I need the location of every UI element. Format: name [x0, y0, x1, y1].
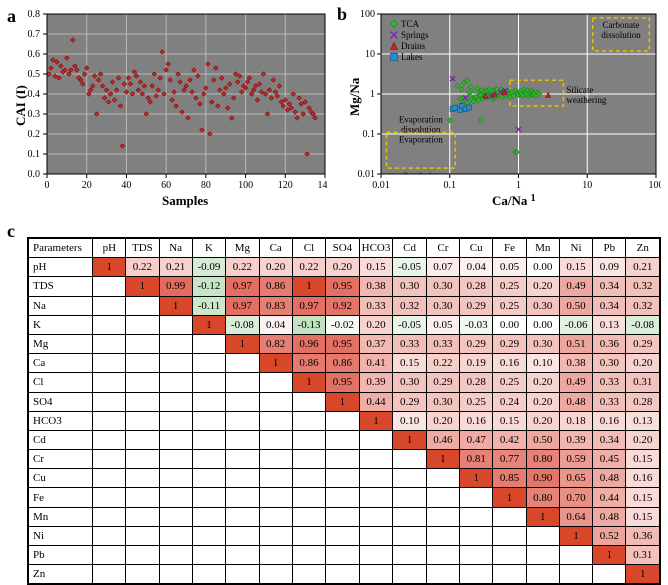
- svg-text:Evaporation: Evaporation: [399, 114, 443, 124]
- panel-a-label: a: [7, 6, 16, 27]
- svg-text:0.01: 0.01: [358, 169, 376, 180]
- svg-text:0.7: 0.7: [28, 29, 41, 40]
- svg-text:80: 80: [201, 180, 211, 191]
- xlabel-a: Samples: [162, 193, 208, 209]
- svg-text:0.5: 0.5: [28, 69, 41, 80]
- svg-text:dissolution: dissolution: [401, 124, 441, 134]
- svg-text:0.1: 0.1: [28, 149, 41, 160]
- legend-b: TCASpringsDrainsLakes: [389, 18, 429, 62]
- svg-text:100: 100: [649, 180, 662, 191]
- panel-c-label: c: [7, 221, 15, 242]
- panel-b-label: b: [337, 4, 347, 25]
- xlabel-b-sub: 1: [531, 193, 536, 204]
- panel-a: a 0 20 40 60 80 100 120 140 0.0 0.1 0.2 0.3 0.4 0.5 0.…: [7, 6, 327, 216]
- svg-text:0.1: 0.1: [363, 129, 376, 140]
- ylabel-b: Mg/Na: [347, 78, 363, 116]
- svg-text:0.2: 0.2: [28, 129, 41, 140]
- svg-text:dissolution: dissolution: [401, 171, 441, 174]
- scatter-plot-a: [47, 14, 325, 174]
- svg-text:Silicate: Silicate: [566, 85, 593, 95]
- svg-text:0.1: 0.1: [444, 180, 457, 191]
- svg-text:dissolution: dissolution: [601, 30, 641, 40]
- svg-text:20: 20: [82, 180, 92, 191]
- svg-text:0.4: 0.4: [28, 89, 41, 100]
- svg-text:Carbonate: Carbonate: [603, 20, 640, 30]
- svg-text:1: 1: [516, 180, 521, 191]
- svg-text:60: 60: [161, 180, 171, 191]
- svg-text:0.01: 0.01: [372, 180, 390, 191]
- svg-text:Evaporation: Evaporation: [399, 134, 443, 144]
- svg-text:0.0: 0.0: [28, 169, 41, 180]
- svg-text:0.3: 0.3: [28, 109, 41, 120]
- svg-text:120: 120: [278, 180, 293, 191]
- svg-text:10: 10: [582, 180, 592, 191]
- svg-text:10: 10: [365, 49, 375, 60]
- svg-text:140: 140: [318, 180, 328, 191]
- ylabel-a: CAI (I): [13, 85, 29, 126]
- svg-text:0.8: 0.8: [28, 9, 41, 20]
- svg-text:100: 100: [360, 9, 375, 20]
- xlabel-b: Ca/Na 1: [492, 193, 536, 209]
- panel-b: b CarbonatedissolutionSilicateweathering…: [337, 6, 661, 216]
- svg-text:100: 100: [238, 180, 253, 191]
- correlation-table: ParameterspHTDSNaKMgCaClSO4HCO3CdCrCuFeM…: [27, 237, 661, 585]
- svg-text:1: 1: [370, 89, 375, 100]
- svg-text:40: 40: [121, 180, 131, 191]
- svg-text:0: 0: [45, 180, 50, 191]
- svg-text:0.6: 0.6: [28, 49, 41, 60]
- svg-text:weathering: weathering: [566, 95, 606, 105]
- scatter-svg-a: [47, 14, 325, 174]
- xlabel-b-text: Ca/Na: [492, 193, 527, 208]
